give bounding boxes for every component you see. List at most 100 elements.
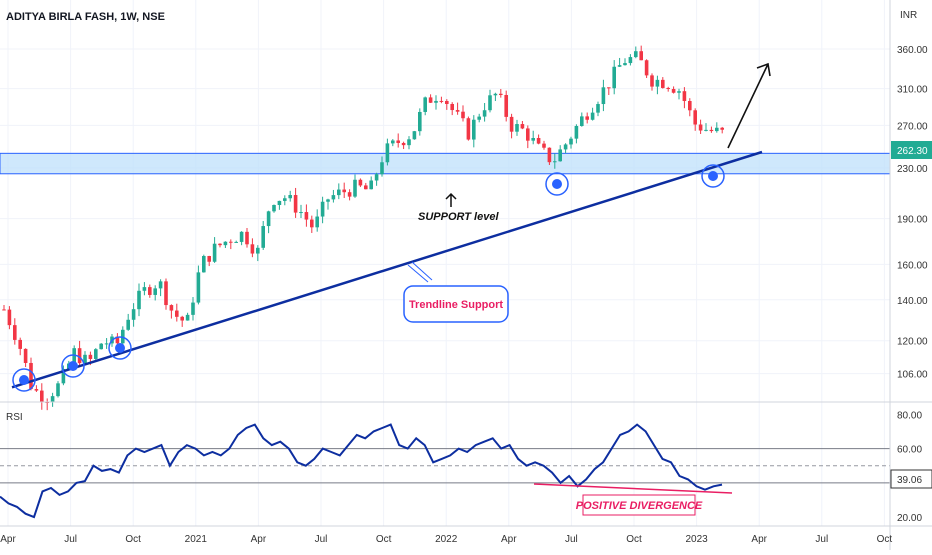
candle-body	[229, 241, 233, 243]
time-tick-label: 2023	[685, 534, 708, 545]
candle-body	[661, 79, 665, 88]
candle-body	[374, 174, 379, 181]
rsi-tick-label: 80.00	[897, 410, 922, 421]
trendline-layer	[11, 62, 771, 389]
candle-body	[693, 110, 697, 125]
touch-marker-dot	[552, 179, 562, 189]
candle-body	[77, 348, 82, 364]
candle-body	[358, 179, 363, 186]
candle-body	[61, 368, 66, 384]
candle-body	[477, 116, 481, 120]
rsi-layer	[0, 423, 890, 519]
candle-body	[342, 189, 346, 193]
price-tick-label: 190.00	[897, 215, 928, 226]
touch-marker-ring	[701, 164, 725, 188]
time-tick-label: Oct	[125, 534, 141, 545]
candle-body	[590, 112, 595, 120]
candle-body	[158, 281, 163, 289]
time-tick-label: Apr	[751, 534, 767, 545]
currency-label: INR	[900, 10, 917, 21]
candle-body	[2, 309, 6, 311]
candle-body	[434, 100, 438, 103]
candle-body	[293, 195, 298, 213]
candle-body	[121, 329, 125, 344]
candle-body	[234, 241, 238, 243]
candle-body	[644, 60, 649, 76]
candle-body	[331, 195, 336, 200]
candle-body	[83, 354, 87, 364]
candle-body	[304, 212, 309, 220]
candle-body	[196, 272, 201, 303]
candle-body	[445, 100, 449, 104]
price-tick-label: 360.00	[897, 45, 928, 56]
divergence-line	[533, 483, 733, 494]
candle-body	[245, 231, 249, 245]
trendline-callout-box	[403, 285, 509, 323]
price-tick-label: 160.00	[897, 260, 928, 271]
candle-body	[499, 93, 503, 95]
candle-body	[115, 336, 120, 344]
candle-body	[634, 51, 638, 58]
candle-body	[353, 179, 357, 197]
touch-marker-ring	[108, 336, 132, 360]
rsi-tick-label: 20.00	[897, 513, 922, 524]
candle-body	[310, 219, 314, 228]
candle-body	[574, 125, 579, 139]
candle-body	[666, 87, 670, 90]
touch-marker-dot	[19, 375, 29, 385]
price-tick-label: 270.00	[897, 121, 928, 132]
price-tick-label: 106.00	[897, 370, 928, 381]
last-price-value: 262.30	[897, 146, 928, 157]
candle-body	[88, 354, 93, 359]
candle-body	[13, 325, 17, 340]
candle-body	[585, 116, 589, 120]
touch-marker-dot	[115, 343, 125, 353]
time-tick-label: Apr	[501, 534, 517, 545]
candle-body	[639, 51, 643, 61]
candle-body	[688, 101, 692, 111]
candle-body	[472, 119, 476, 140]
candle-body	[164, 281, 168, 306]
candle-body	[23, 348, 28, 363]
candle-body	[418, 111, 422, 132]
candle-body	[142, 287, 147, 291]
last-price-label: 262.30	[891, 141, 932, 159]
candle-body	[407, 139, 411, 146]
candle-body	[596, 104, 600, 113]
candle-body	[504, 94, 508, 117]
candle-body	[396, 140, 400, 143]
candle-body	[623, 63, 627, 66]
price-tick-label: 310.00	[897, 85, 928, 96]
candle-body	[601, 87, 606, 105]
candle-body	[493, 93, 498, 96]
rsi-label: RSI	[6, 412, 23, 423]
candle-body	[239, 231, 244, 242]
candle-body	[580, 116, 584, 126]
candle-body	[428, 97, 433, 103]
candle-body	[153, 288, 157, 295]
candle-body	[283, 198, 287, 201]
candle-body	[104, 343, 109, 345]
candle-body	[34, 389, 39, 391]
touch-marker-ring	[545, 172, 569, 196]
candle-body	[148, 287, 152, 295]
candle-body	[131, 309, 136, 320]
candle-body	[655, 79, 660, 87]
time-tick-label: Jul	[315, 534, 328, 545]
time-tick-label: Jul	[565, 534, 578, 545]
candle-body	[223, 241, 228, 246]
candle-body	[385, 143, 390, 163]
candle-body	[698, 124, 703, 131]
last-rsi-label: 39.06	[890, 469, 932, 489]
candle-body	[207, 256, 211, 262]
candle-body	[337, 189, 341, 196]
time-tick-label: 2021	[185, 534, 208, 545]
callout-pointer	[407, 264, 429, 283]
positive-divergence-label: POSITIVE DIVERGENCE	[576, 500, 703, 512]
candle-body	[369, 180, 373, 190]
support-arrow	[445, 192, 457, 207]
candle-body	[563, 144, 568, 150]
candle-body	[526, 128, 530, 141]
time-tick-label: Oct	[376, 534, 392, 545]
